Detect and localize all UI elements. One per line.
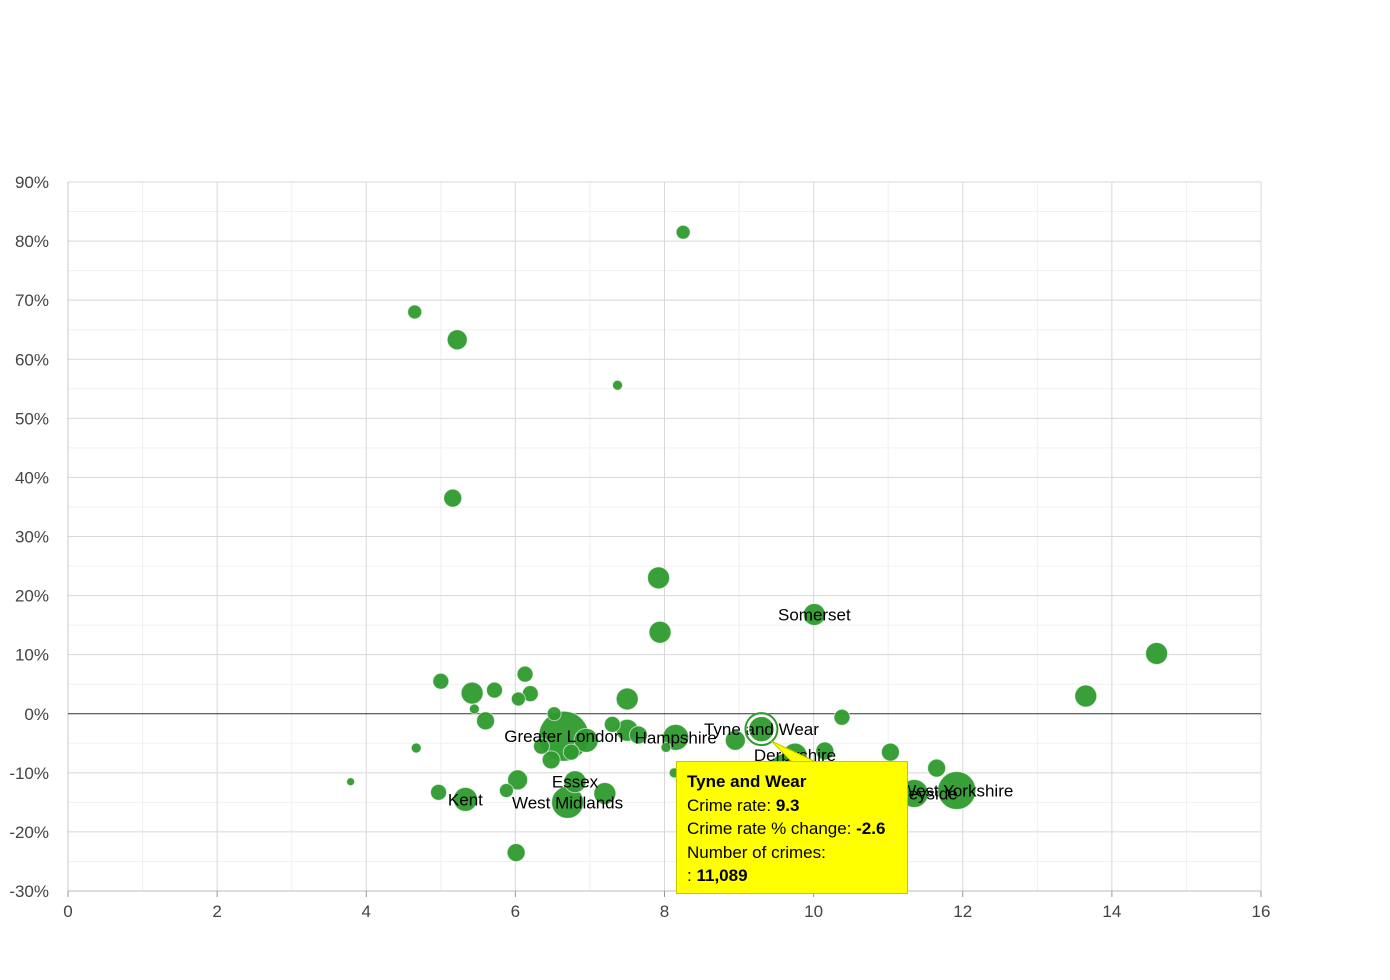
tooltip-count-label: Number of crimes: xyxy=(687,842,826,862)
bubble[interactable] xyxy=(546,706,562,722)
tooltip-pointer xyxy=(744,712,817,763)
bubble-label: Kent xyxy=(448,790,483,809)
bubble-essex[interactable] xyxy=(563,770,587,794)
tooltip-count-prefix: : xyxy=(687,866,692,885)
x-tick-label: 12 xyxy=(953,902,972,921)
tooltip-title: Tyne and Wear xyxy=(687,772,807,791)
bubble[interactable] xyxy=(430,783,448,801)
tooltip-rate-label: Crime rate: xyxy=(687,795,772,815)
bubble[interactable] xyxy=(346,777,356,787)
bubble[interactable] xyxy=(541,750,561,770)
active-bubble-inner-ring xyxy=(747,715,776,743)
bubble[interactable] xyxy=(573,727,599,753)
x-tick-label: 4 xyxy=(362,902,371,921)
x-tick-label: 2 xyxy=(212,902,221,921)
bubble[interactable] xyxy=(880,742,900,762)
bubble[interactable] xyxy=(410,742,422,754)
bubble[interactable] xyxy=(1145,641,1169,665)
bubble[interactable] xyxy=(612,379,624,391)
y-tick-label: -10% xyxy=(9,764,49,783)
bubble[interactable] xyxy=(498,783,514,799)
bubble-label: Somerset xyxy=(778,605,851,624)
major-grid xyxy=(68,181,1262,892)
y-tick-label: 30% xyxy=(15,528,49,547)
y-tick-label: 60% xyxy=(15,350,49,369)
y-tick-label: 90% xyxy=(15,173,49,192)
bubble[interactable] xyxy=(485,681,503,699)
bubble-label: West Yorkshire xyxy=(900,782,1013,801)
y-tick-label: -30% xyxy=(9,882,49,901)
y-tick-label: 50% xyxy=(15,409,49,428)
bubble[interactable] xyxy=(460,681,484,705)
bubble[interactable] xyxy=(506,843,526,863)
bubble[interactable] xyxy=(628,725,648,745)
bubble[interactable] xyxy=(615,687,639,711)
bubble[interactable] xyxy=(432,672,450,690)
bubble-label: Greater London xyxy=(504,727,623,746)
bubble[interactable] xyxy=(603,715,621,733)
bubble[interactable] xyxy=(562,743,580,761)
x-tick-label: 14 xyxy=(1102,902,1121,921)
bubble[interactable] xyxy=(516,665,534,683)
bubble[interactable] xyxy=(593,782,617,806)
bubble[interactable] xyxy=(446,329,468,351)
tooltip-change-value: -2.6 xyxy=(856,819,886,838)
bubble[interactable] xyxy=(1074,684,1098,708)
bubble-kent[interactable] xyxy=(452,786,478,812)
y-tick-label: -20% xyxy=(9,823,49,842)
x-tick-label: 8 xyxy=(660,902,669,921)
bubble[interactable] xyxy=(468,703,480,715)
y-tick-label: 70% xyxy=(15,291,49,310)
y-tick-label: 40% xyxy=(15,468,49,487)
x-axis-ticks: 0 2 4 6 8 10 12 14 16 xyxy=(63,891,1270,921)
bubble-west-yorkshire[interactable] xyxy=(937,771,977,811)
bubble[interactable] xyxy=(675,224,691,240)
bubble[interactable] xyxy=(927,758,947,778)
bubble[interactable] xyxy=(443,488,463,508)
y-tick-label: 10% xyxy=(15,646,49,665)
x-tick-label: 0 xyxy=(63,902,72,921)
y-tick-label: 20% xyxy=(15,587,49,606)
bubbles xyxy=(346,224,1169,863)
bubble[interactable] xyxy=(507,769,529,791)
bubble[interactable] xyxy=(660,741,672,753)
tooltip: Tyne and Wear Crime rate: 9.3 Crime rate… xyxy=(676,761,908,894)
bubble[interactable] xyxy=(648,620,672,644)
x-tick-label: 10 xyxy=(804,902,823,921)
bubble-label: West Midlands xyxy=(512,793,623,812)
bubble[interactable] xyxy=(476,711,496,731)
y-tick-label: 80% xyxy=(15,232,49,251)
bubble-label: Essex xyxy=(552,773,599,792)
tooltip-count-value: 11,089 xyxy=(696,866,748,885)
y-axis-ticks: -30% -20% -10% 0% 10% 20% 30% 40% 50% 60% 70% 80% 90… xyxy=(9,173,49,901)
x-tick-label: 6 xyxy=(511,902,520,921)
tooltip-rate-value: 9.3 xyxy=(775,795,800,815)
bubble-label: Hampshire xyxy=(635,728,717,747)
bubble[interactable] xyxy=(724,729,746,751)
x-tick-label: 16 xyxy=(1252,902,1271,921)
bubble[interactable] xyxy=(407,304,423,320)
bubble[interactable] xyxy=(815,741,835,761)
tooltip-change-label: Crime rate % change: xyxy=(687,819,852,838)
bubble[interactable] xyxy=(647,566,671,590)
active-bubble-ring xyxy=(744,712,779,747)
bubble-somerset[interactable] xyxy=(802,602,826,626)
bubble-label: Tyne and Wear xyxy=(704,720,819,739)
bubble[interactable] xyxy=(510,691,526,707)
bubble[interactable] xyxy=(833,708,851,726)
bubble[interactable] xyxy=(532,737,550,755)
y-tick-label: 0% xyxy=(24,705,49,724)
